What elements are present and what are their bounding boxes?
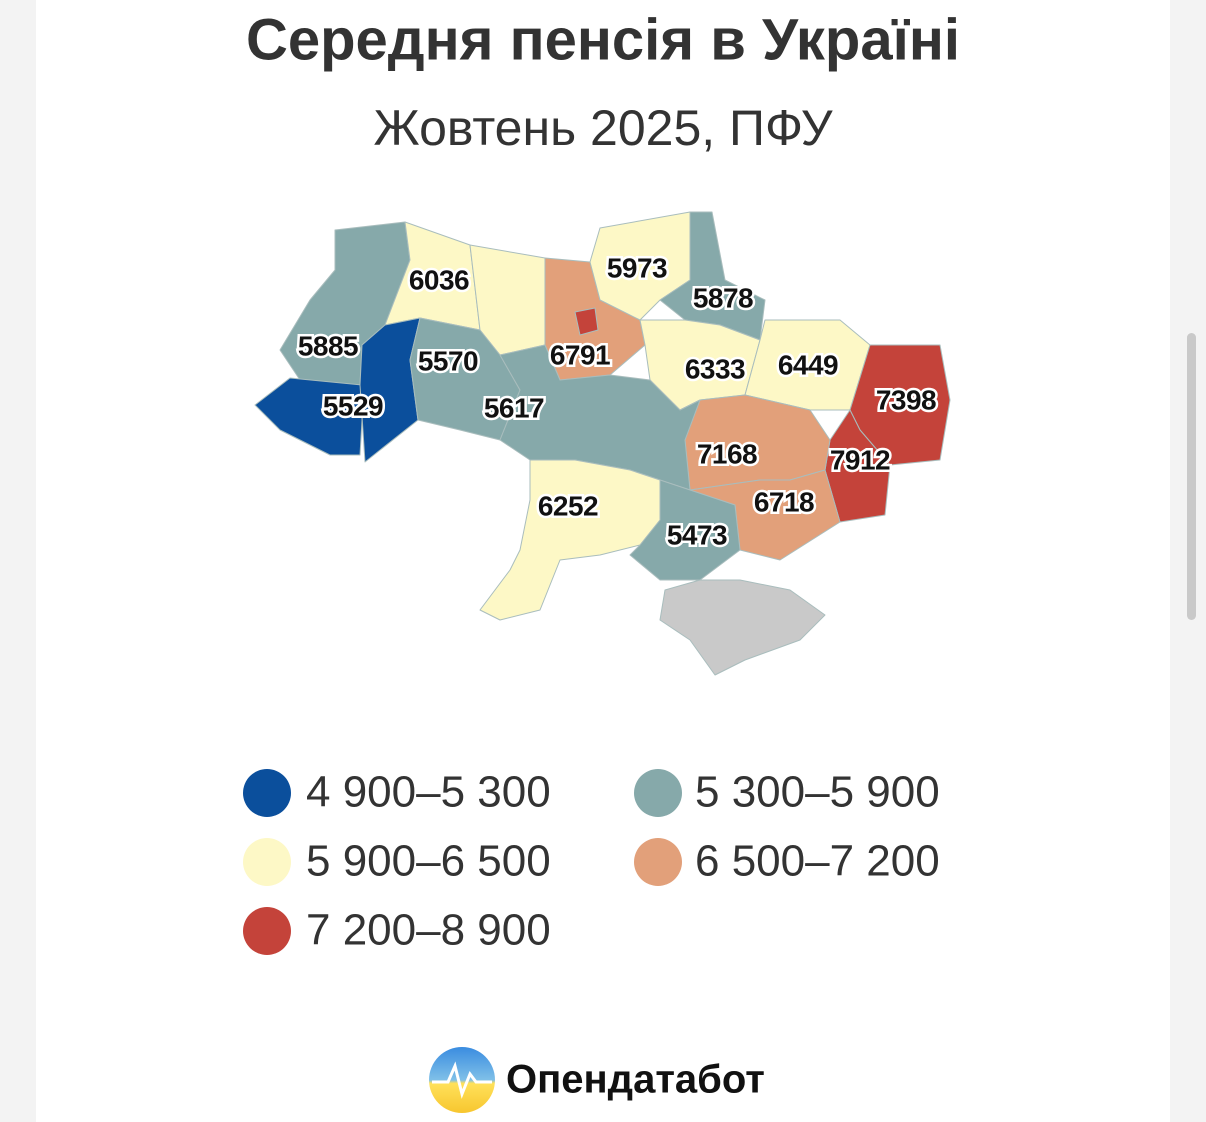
- brand-logo-line: [432, 1061, 492, 1099]
- legend-label: 6 500–7 200: [695, 837, 940, 886]
- region-label: 7912: [830, 444, 890, 475]
- region-label: 6333: [685, 353, 745, 384]
- brand-name: Опендатабот: [506, 1058, 765, 1102]
- title: Середня пенсія в Україні: [246, 7, 960, 72]
- legend-label: 5 300–5 900: [695, 768, 940, 817]
- legend-label: 5 900–6 500: [306, 837, 551, 886]
- region: [499, 344, 701, 491]
- region-label: 5973: [607, 252, 667, 283]
- region-label: 7398: [876, 384, 936, 415]
- map: 5885 6036 5529 5570 5617 6791 5973 5878 …: [254, 211, 951, 676]
- legend-swatch: [634, 838, 682, 886]
- legend-label: 4 900–5 300: [306, 768, 551, 817]
- region-label: 6252: [538, 490, 598, 521]
- region-label: 5570: [418, 345, 478, 376]
- brand: Опендатабот: [429, 1047, 765, 1113]
- region: [629, 479, 741, 581]
- region-label: 5473: [667, 519, 727, 550]
- region-label: 6791: [550, 339, 610, 370]
- region-label: 5529: [323, 390, 383, 421]
- card: [36, 0, 1170, 1122]
- region-label: 6718: [754, 486, 814, 517]
- scrollbar[interactable]: [1187, 333, 1196, 620]
- subtitle: Жовтень 2025, ПФУ: [373, 100, 832, 156]
- legend-swatch: [634, 769, 682, 817]
- region: [574, 307, 599, 336]
- legend-swatch: [243, 838, 291, 886]
- region-label: 5617: [484, 392, 544, 423]
- legend-swatch: [243, 769, 291, 817]
- legend: 4 900–5 300 5 300–5 900 5 900–6 500 6 50…: [243, 768, 940, 955]
- region-label: 7168: [697, 438, 757, 469]
- region-label: 5878: [693, 282, 753, 313]
- crimea: [659, 579, 826, 676]
- region: [254, 377, 363, 456]
- region-label: 6449: [778, 349, 838, 380]
- region-label: 6036: [409, 264, 469, 295]
- brand-logo: [429, 1047, 495, 1113]
- region-label: 5885: [298, 330, 358, 361]
- region: [479, 459, 661, 621]
- legend-swatch: [243, 907, 291, 955]
- legend-label: 7 200–8 900: [306, 906, 551, 955]
